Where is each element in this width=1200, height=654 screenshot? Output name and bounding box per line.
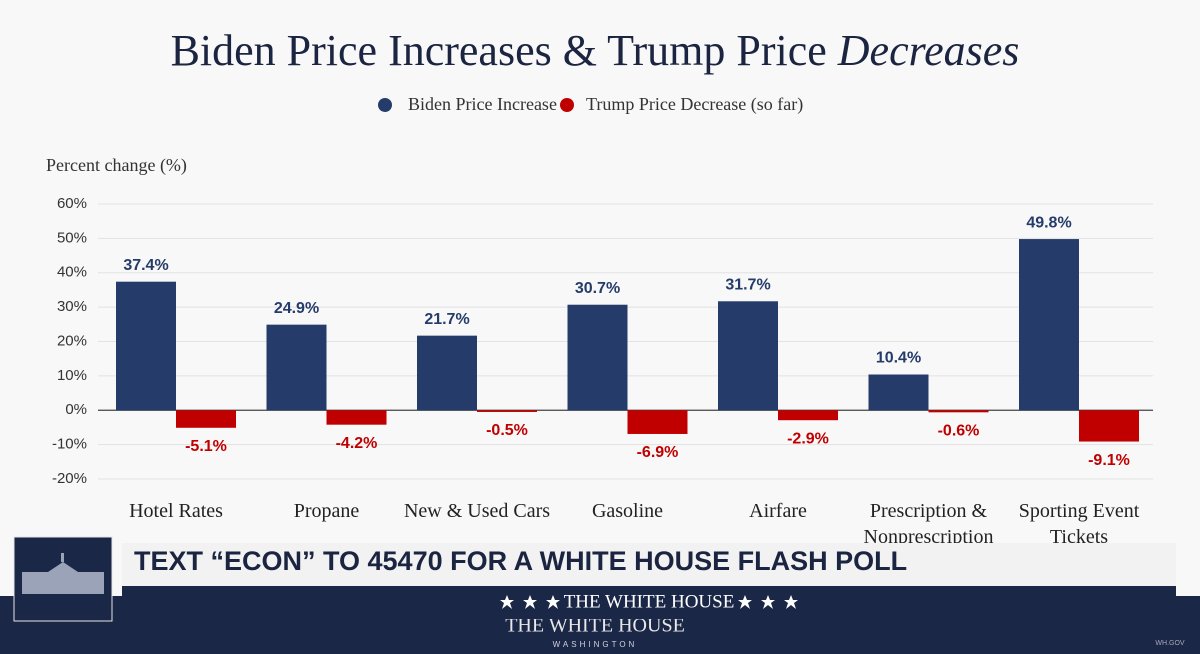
bar	[627, 410, 688, 434]
x-tick-label: New & Used Cars	[403, 500, 551, 522]
bar	[928, 410, 989, 413]
bar	[417, 335, 477, 411]
bar	[718, 301, 778, 411]
legend-swatch	[378, 98, 392, 112]
data-label: -9.1%	[1088, 452, 1130, 469]
title-emphasis: Decreases	[837, 26, 1020, 75]
data-label: 10.4%	[876, 350, 921, 367]
y-tick-label: -20%	[52, 470, 87, 487]
legend-label: Biden Price Increase	[408, 94, 557, 114]
x-tick-label: Propane	[293, 500, 360, 522]
y-tick-label: 40%	[57, 264, 87, 281]
data-label: 49.8%	[1026, 214, 1071, 231]
bar	[778, 410, 838, 421]
data-label: -4.2%	[336, 435, 378, 452]
x-tick-label: Gasoline	[591, 500, 664, 522]
data-label: 21.7%	[424, 311, 469, 328]
legend-label: Trump Price Decrease (so far)	[586, 94, 803, 115]
data-label: 30.7%	[575, 280, 620, 297]
data-label: -0.5%	[486, 422, 528, 439]
bar	[567, 304, 628, 411]
data-label: 24.9%	[274, 300, 319, 317]
data-label: -6.9%	[637, 444, 679, 461]
y-tick-label: 60%	[57, 195, 87, 212]
data-label: -0.6%	[938, 423, 980, 440]
y-tick-label: 50%	[57, 229, 87, 246]
data-label: -5.1%	[185, 438, 227, 455]
y-tick-label: 20%	[57, 332, 87, 349]
x-tick-label: Prescription & Nonprescription Drugs	[863, 500, 994, 574]
bar	[1019, 239, 1079, 411]
chart-title: Biden Price Increases & Trump Price Decr…	[171, 26, 1020, 75]
data-label: 37.4%	[123, 257, 168, 274]
y-tick-label: -10%	[52, 436, 87, 453]
bar	[176, 410, 236, 428]
plot: -20% -10% 0% 10% 20% 30% 40% 50% 60% 37.4% -5.1% 24…	[52, 195, 1153, 487]
bar	[868, 374, 929, 411]
title-main: Biden Price Increases & Trump Price	[171, 26, 827, 75]
y-tick-label: 0%	[65, 401, 87, 418]
y-tick-label: 30%	[57, 298, 87, 315]
bar	[1079, 410, 1139, 442]
bar	[266, 324, 327, 411]
data-label: 31.7%	[725, 277, 770, 294]
bar	[116, 281, 176, 411]
x-tick-label: Airfare	[749, 500, 807, 522]
x-tick-label: Hotel Rates	[129, 500, 223, 522]
bar	[326, 410, 387, 425]
x-tick-label: Sporting Event Tickets	[1018, 500, 1140, 548]
legend-swatch	[560, 98, 574, 112]
bar	[477, 410, 537, 412]
y-tick-label: 10%	[57, 367, 87, 384]
y-axis-label: Percent change (%)	[46, 155, 187, 176]
data-label: -2.9%	[787, 430, 829, 447]
